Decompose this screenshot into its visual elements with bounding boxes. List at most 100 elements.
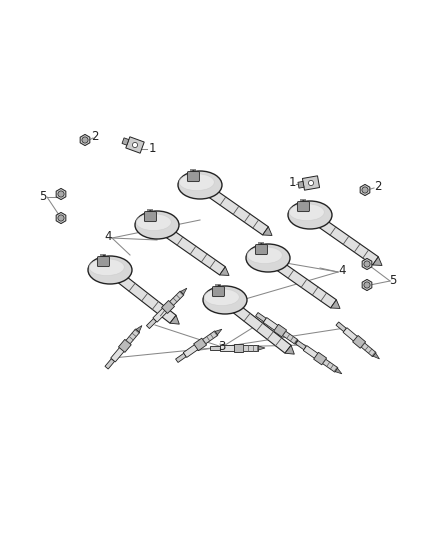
Circle shape (364, 261, 370, 267)
Polygon shape (153, 304, 171, 322)
Polygon shape (233, 344, 244, 352)
Polygon shape (180, 288, 187, 294)
Polygon shape (80, 134, 90, 146)
Polygon shape (209, 285, 230, 306)
Polygon shape (240, 345, 258, 351)
Polygon shape (146, 319, 156, 328)
Polygon shape (100, 254, 106, 257)
Ellipse shape (88, 256, 132, 284)
FancyBboxPatch shape (212, 287, 224, 296)
Circle shape (362, 187, 368, 193)
Text: 2: 2 (374, 181, 382, 193)
Ellipse shape (203, 286, 247, 314)
Ellipse shape (247, 247, 283, 264)
Polygon shape (56, 188, 66, 199)
Polygon shape (280, 329, 298, 344)
Polygon shape (124, 329, 140, 346)
Ellipse shape (179, 174, 214, 191)
Polygon shape (343, 328, 362, 345)
Polygon shape (154, 221, 226, 275)
Text: 1: 1 (288, 176, 296, 190)
Polygon shape (215, 329, 222, 335)
Circle shape (364, 282, 370, 288)
Polygon shape (148, 208, 153, 213)
Polygon shape (362, 259, 372, 270)
Circle shape (82, 137, 88, 143)
Polygon shape (126, 137, 144, 153)
Polygon shape (258, 346, 265, 350)
Polygon shape (274, 324, 286, 337)
Ellipse shape (288, 201, 332, 229)
Polygon shape (335, 368, 342, 374)
Text: 5: 5 (39, 190, 47, 203)
Polygon shape (294, 200, 314, 222)
Polygon shape (362, 279, 372, 290)
Polygon shape (220, 267, 229, 276)
Circle shape (58, 215, 64, 221)
Polygon shape (194, 338, 207, 351)
Polygon shape (373, 353, 379, 359)
Text: 1: 1 (148, 141, 156, 155)
Ellipse shape (204, 289, 239, 305)
Polygon shape (258, 241, 265, 246)
Polygon shape (303, 345, 323, 362)
Polygon shape (263, 227, 272, 236)
Ellipse shape (246, 244, 290, 272)
Text: 4: 4 (104, 230, 112, 244)
Polygon shape (336, 322, 346, 332)
Polygon shape (360, 184, 370, 196)
Polygon shape (170, 316, 179, 324)
Polygon shape (105, 359, 115, 369)
Polygon shape (111, 343, 128, 362)
Polygon shape (298, 181, 304, 188)
Polygon shape (353, 335, 366, 348)
Polygon shape (222, 296, 291, 353)
Polygon shape (200, 331, 218, 345)
Polygon shape (285, 345, 294, 354)
Polygon shape (162, 301, 174, 313)
Polygon shape (141, 211, 162, 231)
Polygon shape (136, 326, 142, 332)
Circle shape (308, 181, 314, 185)
Polygon shape (183, 341, 203, 358)
Polygon shape (210, 346, 220, 350)
Polygon shape (252, 244, 272, 264)
Text: 5: 5 (389, 273, 397, 287)
Text: 3: 3 (218, 341, 226, 353)
Polygon shape (118, 340, 131, 352)
FancyBboxPatch shape (297, 201, 309, 212)
Polygon shape (56, 212, 66, 224)
Ellipse shape (136, 214, 171, 231)
Polygon shape (300, 199, 307, 203)
Polygon shape (359, 341, 376, 357)
Polygon shape (215, 284, 221, 288)
Ellipse shape (89, 259, 124, 276)
Polygon shape (320, 358, 338, 372)
Polygon shape (220, 345, 240, 351)
Polygon shape (373, 257, 382, 265)
Polygon shape (167, 291, 184, 308)
Polygon shape (197, 181, 268, 235)
FancyBboxPatch shape (255, 245, 268, 255)
Polygon shape (302, 176, 320, 190)
Ellipse shape (178, 171, 222, 199)
Circle shape (132, 142, 138, 148)
Polygon shape (122, 138, 129, 145)
Polygon shape (263, 318, 283, 334)
Polygon shape (295, 340, 302, 346)
Polygon shape (107, 266, 176, 323)
Polygon shape (191, 168, 196, 173)
Text: 2: 2 (91, 131, 99, 143)
Ellipse shape (135, 211, 179, 239)
Polygon shape (256, 312, 266, 322)
Polygon shape (314, 352, 327, 365)
Polygon shape (296, 341, 306, 350)
Polygon shape (176, 353, 186, 362)
Polygon shape (94, 255, 115, 276)
FancyBboxPatch shape (187, 172, 199, 182)
FancyBboxPatch shape (145, 212, 156, 222)
Polygon shape (265, 254, 336, 308)
Ellipse shape (289, 204, 324, 221)
Polygon shape (307, 211, 378, 265)
FancyBboxPatch shape (97, 256, 110, 266)
